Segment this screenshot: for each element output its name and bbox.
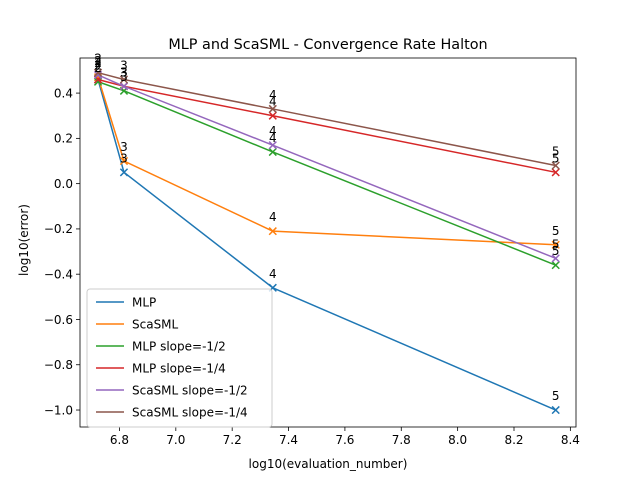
point-annotation: 5 [552, 244, 560, 258]
y-tick-label: 0.2 [54, 132, 73, 146]
x-tick-label: 8.4 [561, 433, 580, 447]
series-line-3 [97, 78, 556, 174]
data-point-marker [551, 405, 560, 415]
data-point-marker [268, 141, 277, 150]
point-annotation: 5 [552, 224, 560, 238]
data-point-marker [551, 261, 560, 270]
legend: MLP ScaSML MLP slope=-1/2 MLP slope=-1/4 Sca… [86, 288, 273, 428]
x-tick-label: 8.2 [504, 433, 523, 447]
point-annotation: 5 [552, 151, 560, 165]
y-tick-label: −0.6 [44, 313, 73, 327]
data-point-marker [551, 240, 560, 249]
x-tick-label: 7.6 [335, 433, 354, 447]
point-annotation: 4 [269, 131, 277, 145]
data-point-marker [119, 156, 129, 166]
data-point-marker [119, 75, 129, 84]
point-annotation: 2 [94, 59, 102, 73]
y-tick-label: −0.4 [44, 267, 73, 281]
x-tick-label: 8.0 [448, 433, 467, 447]
series-line-5 [97, 71, 556, 167]
point-annotation: 5 [552, 145, 560, 159]
x-tick-label: 7.4 [279, 433, 298, 447]
point-annotation: 2 [94, 52, 102, 66]
axes-frame [79, 57, 577, 428]
point-annotation: 4 [269, 95, 277, 109]
y-tick-label: −1.0 [44, 403, 73, 417]
legend-label: MLP slope=-1/4 [132, 361, 226, 375]
chart-title: MLP and ScaSML - Convergence Rate Halton [168, 37, 487, 53]
data-point-marker [93, 68, 103, 77]
point-annotation: 3 [120, 70, 128, 84]
y-tick-label: 0.0 [54, 177, 73, 191]
point-annotation: 5 [552, 389, 560, 403]
y-tick-label: −0.8 [44, 358, 73, 372]
data-point-marker [268, 104, 277, 114]
data-point-marker [268, 111, 277, 120]
y-axis-label: log10(error) [17, 204, 31, 276]
legend-label: ScaSML [132, 317, 179, 331]
point-annotation: 3 [120, 151, 128, 165]
y-tick-label: −0.2 [44, 222, 73, 236]
legend-label: MLP [132, 295, 156, 309]
data-point-marker [119, 82, 129, 91]
point-annotation: 2 [94, 56, 102, 70]
x-axis-label: log10(evaluation_number) [249, 457, 408, 471]
x-tick-label: 6.8 [110, 433, 129, 447]
point-annotation: 2 [94, 61, 102, 75]
x-tick-label: 7.2 [223, 433, 242, 447]
point-annotation: 4 [269, 267, 277, 281]
point-annotation: 3 [120, 65, 128, 79]
point-annotation: 3 [120, 65, 128, 79]
x-tick-label: 7.0 [166, 433, 185, 447]
series-line-1 [97, 77, 556, 246]
series-line-0 [97, 79, 557, 411]
point-annotation: 2 [94, 54, 102, 68]
point-annotation: 4 [269, 124, 277, 138]
point-annotation: 2 [94, 59, 102, 73]
point-annotation: 5 [552, 237, 560, 251]
data-point-marker [551, 168, 560, 177]
legend-label: MLP slope=-1/2 [132, 339, 226, 353]
y-tick-label: 0.4 [54, 86, 73, 100]
data-point-marker [551, 254, 560, 263]
legend-label: ScaSML slope=-1/4 [132, 405, 248, 419]
series-line-4 [97, 74, 556, 260]
x-tick-label: 7.8 [392, 433, 411, 447]
data-point-marker [268, 147, 277, 157]
point-annotation: 4 [269, 88, 277, 102]
point-annotation: 3 [120, 59, 128, 73]
data-point-marker [551, 161, 560, 170]
data-point-marker [268, 227, 277, 236]
point-annotation: 4 [269, 210, 277, 224]
legend-box [86, 288, 273, 428]
series-line-2 [97, 81, 556, 266]
point-annotation: 3 [120, 140, 128, 154]
data-point-marker [119, 168, 129, 177]
legend-label: ScaSML slope=-1/2 [132, 383, 248, 397]
